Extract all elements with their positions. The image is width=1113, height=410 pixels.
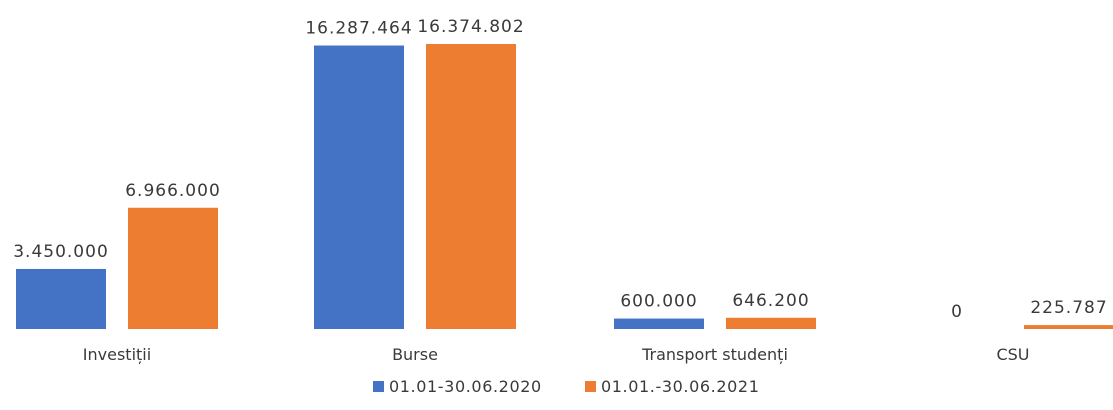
bar-2020-1	[314, 45, 404, 329]
value-label-2020-2: 600.000	[620, 292, 697, 312]
bar-2021-0	[128, 207, 218, 329]
value-label-2020-0: 3.450.000	[13, 242, 109, 262]
bars-layer	[16, 44, 1113, 329]
value-label-2020-1: 16.287.464	[305, 19, 412, 39]
legend-swatch-0	[373, 381, 384, 392]
bar-2021-2	[726, 317, 816, 329]
value-label-2021-3: 225.787	[1030, 298, 1107, 318]
value-label-2020-3: 0	[951, 302, 963, 322]
value-label-2021-2: 646.200	[732, 291, 809, 311]
legend: 01.01-30.06.2020 01.01.-30.06.2021	[373, 377, 759, 396]
bar-2020-2	[614, 318, 704, 329]
category-label-1: Burse	[392, 345, 438, 364]
bar-2021-3	[1024, 325, 1113, 329]
value-label-2021-1: 16.374.802	[417, 17, 524, 37]
bar-2021-1	[426, 44, 516, 329]
category-label-3: CSU	[996, 345, 1029, 364]
bar-2020-0	[16, 268, 106, 329]
category-labels-layer: Investiții Burse Transport studenți CSU	[83, 345, 1030, 364]
category-label-2: Transport studenți	[641, 345, 788, 364]
value-labels-layer: 3.450.000 6.966.000 16.287.464 16.374.802 60…	[13, 17, 1107, 322]
legend-label-0: 01.01-30.06.2020	[389, 377, 542, 396]
category-label-0: Investiții	[83, 345, 151, 364]
value-label-2021-0: 6.966.000	[125, 181, 221, 201]
legend-label-1: 01.01.-30.06.2021	[601, 377, 759, 396]
legend-swatch-1	[585, 381, 596, 392]
